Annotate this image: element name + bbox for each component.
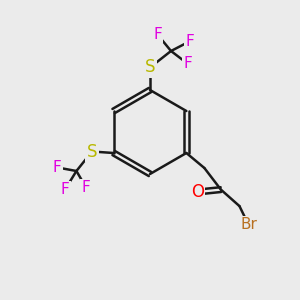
Text: Br: Br bbox=[240, 217, 257, 232]
Text: F: F bbox=[82, 180, 90, 195]
Text: F: F bbox=[61, 182, 69, 197]
Text: F: F bbox=[153, 27, 162, 42]
Text: O: O bbox=[191, 183, 204, 201]
Text: F: F bbox=[183, 56, 192, 71]
Text: F: F bbox=[52, 160, 61, 175]
Text: S: S bbox=[145, 58, 155, 76]
Text: F: F bbox=[185, 34, 194, 49]
Text: S: S bbox=[87, 142, 97, 160]
